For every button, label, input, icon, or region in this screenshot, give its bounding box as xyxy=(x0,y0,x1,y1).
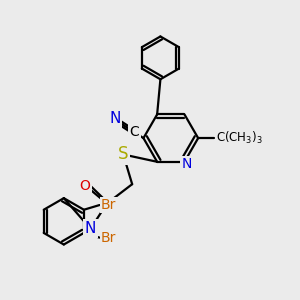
Text: H: H xyxy=(104,230,113,243)
Text: N: N xyxy=(182,157,192,171)
Text: C: C xyxy=(130,124,140,139)
Text: Br: Br xyxy=(101,231,116,244)
Text: C(CH$_3$)$_3$: C(CH$_3$)$_3$ xyxy=(216,130,263,146)
Text: N: N xyxy=(109,111,121,126)
Text: O: O xyxy=(79,179,90,193)
Text: N: N xyxy=(85,221,96,236)
Text: Br: Br xyxy=(101,198,116,212)
Text: S: S xyxy=(118,146,128,164)
